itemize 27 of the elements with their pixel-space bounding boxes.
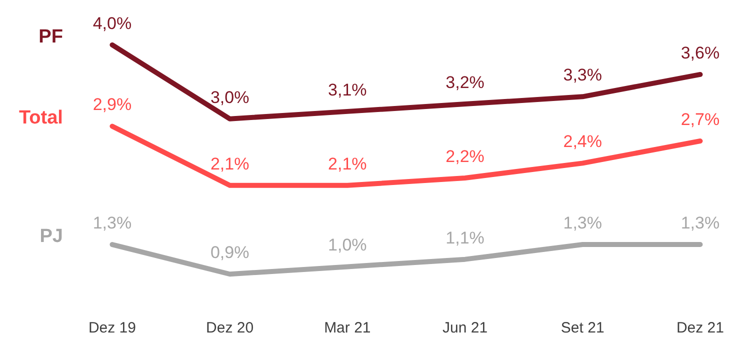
data-label: 3,0% bbox=[210, 88, 250, 107]
x-tick-label: Mar 21 bbox=[324, 320, 371, 336]
data-label: 4,0% bbox=[92, 14, 132, 33]
x-tick-label: Jun 21 bbox=[442, 320, 488, 336]
data-label: 2,9% bbox=[92, 95, 132, 114]
text: PJ bbox=[40, 226, 63, 248]
text: PF bbox=[38, 26, 63, 48]
data-label: 2,1% bbox=[210, 154, 250, 174]
data-label: 2,1% bbox=[328, 154, 367, 174]
x-tick-label: Set 21 bbox=[560, 320, 604, 336]
data-label: 1,0% bbox=[328, 236, 367, 255]
data-label: 2,7% bbox=[680, 110, 720, 130]
text: Total bbox=[18, 108, 63, 129]
data-label: 1,3% bbox=[680, 214, 720, 233]
data-label: 3,1% bbox=[328, 80, 367, 100]
data-label: 2,4% bbox=[563, 132, 602, 152]
data-label: 3,6% bbox=[680, 43, 720, 62]
data-label: 3,3% bbox=[563, 66, 602, 85]
data-label: 1,3% bbox=[563, 214, 602, 233]
data-label: 0,9% bbox=[210, 243, 250, 262]
x-tick-label: Dez 20 bbox=[206, 320, 254, 336]
data-label: 1,1% bbox=[446, 228, 484, 248]
data-label: 3,2% bbox=[446, 73, 484, 92]
data-label: 2,2% bbox=[446, 146, 484, 166]
x-tick-label: Dez 21 bbox=[676, 320, 724, 336]
x-tick-label: Dez 19 bbox=[88, 320, 136, 336]
data-label: 1,3% bbox=[92, 214, 132, 233]
